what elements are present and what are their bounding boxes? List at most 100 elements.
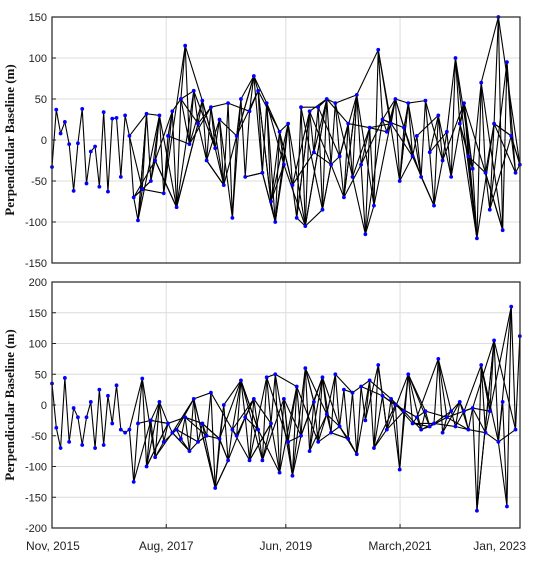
- baseline-pair-edge: [270, 201, 276, 223]
- baseline-pair-edge: [407, 374, 414, 424]
- acquisition-point: [290, 473, 295, 478]
- acquisition-point: [71, 406, 76, 410]
- baseline-pair-edge: [347, 392, 354, 439]
- acquisition-point: [84, 181, 89, 186]
- acquisition-point: [148, 418, 153, 423]
- acquisition-point: [76, 141, 80, 146]
- baseline-pair-edge: [163, 423, 169, 443]
- acquisition-point: [166, 134, 170, 138]
- baseline-pair-edge: [206, 160, 225, 186]
- acquisition-point: [118, 175, 123, 179]
- acquisition-point: [466, 154, 471, 159]
- baseline-pair-edge: [81, 417, 88, 446]
- acquisition-point: [483, 430, 488, 435]
- baseline-pair-edge: [459, 102, 465, 124]
- baseline-pair-edge: [480, 364, 487, 433]
- baseline-pair-edge: [313, 151, 332, 166]
- acquisition-point: [479, 363, 484, 367]
- baseline-pair-edge: [266, 103, 276, 223]
- acquisition-point: [148, 179, 153, 183]
- baseline-pair-edge: [382, 395, 405, 412]
- baseline-pair-edge: [497, 306, 512, 442]
- baseline-pair-edge: [407, 374, 431, 427]
- acquisition-point: [88, 400, 93, 404]
- baseline-pair-edge: [493, 340, 499, 442]
- acquisition-point: [58, 446, 63, 450]
- baseline-pair-edge: [128, 113, 148, 137]
- acquisition-point: [204, 158, 209, 163]
- baseline-pair-edge: [81, 108, 88, 184]
- baseline-pair-edge: [287, 123, 306, 227]
- baseline-pair-edge: [158, 401, 165, 442]
- baseline-pair-edge: [257, 429, 263, 461]
- baseline-pair-edge: [334, 374, 341, 427]
- acquisition-point: [260, 170, 265, 175]
- baseline-pair-edge: [248, 377, 268, 461]
- acquisition-point: [470, 406, 475, 410]
- acquisition-point: [67, 142, 72, 147]
- acquisition-point: [436, 113, 441, 118]
- baseline-pair-edge: [489, 123, 495, 210]
- acquisition-point: [457, 121, 462, 126]
- y-tick-label: 100: [29, 53, 47, 65]
- baseline-pair-edge: [493, 123, 512, 137]
- acquisition-point: [213, 486, 218, 490]
- acquisition-point: [505, 60, 509, 64]
- baseline-pair-edge: [270, 123, 289, 202]
- acquisition-point: [329, 162, 333, 167]
- acquisition-point: [513, 170, 518, 175]
- baseline-pair-edge: [304, 367, 328, 415]
- acquisition-point: [170, 430, 175, 435]
- baseline-pair-edge: [188, 90, 195, 145]
- baseline-pair-edge: [407, 374, 422, 430]
- acquisition-point: [372, 203, 376, 208]
- baseline-pair-edge: [382, 118, 405, 129]
- baseline-pair-edge: [94, 389, 100, 449]
- baseline-pair-edge: [167, 111, 173, 136]
- baseline-pair-edge: [382, 98, 396, 120]
- acquisition-point: [157, 113, 162, 118]
- baseline-pair-edge: [240, 75, 255, 100]
- baseline-pair-edge: [403, 374, 409, 412]
- baseline-pair-edge: [489, 135, 512, 210]
- acquisition-point: [406, 372, 411, 377]
- acquisition-point: [67, 440, 72, 444]
- acquisition-point: [161, 191, 166, 196]
- acquisition-point: [505, 504, 509, 509]
- acquisition-point: [230, 216, 235, 220]
- acquisition-point: [453, 424, 458, 429]
- acquisition-point: [110, 421, 115, 426]
- acquisition-point: [487, 207, 492, 212]
- baseline-pair-edge: [399, 103, 409, 182]
- y-axis-title: Perpendicular Baseline (m): [2, 329, 17, 480]
- baseline-pair-edge: [339, 156, 345, 198]
- baseline-pair-edge: [291, 386, 298, 476]
- acquisition-point: [307, 449, 312, 454]
- baseline-pair-edge: [180, 98, 191, 145]
- acquisition-point: [427, 150, 432, 155]
- baseline-pair-edge: [189, 441, 199, 452]
- acquisition-point: [333, 372, 338, 377]
- baseline-pair-edge: [360, 119, 384, 165]
- baseline-pair-edge: [206, 392, 212, 436]
- acquisition-point: [140, 187, 145, 192]
- baseline-pair-edge: [424, 100, 431, 153]
- baseline-pair-edge: [85, 151, 92, 184]
- acquisition-point: [492, 338, 496, 343]
- baseline-pair-edge: [231, 380, 242, 430]
- acquisition-point: [324, 97, 329, 101]
- baseline-pair-edge: [184, 416, 207, 437]
- baseline-pair-edge: [407, 103, 422, 177]
- acquisition-point: [157, 400, 162, 404]
- baseline-pair-edge: [369, 127, 387, 133]
- baseline-pair-edge: [279, 386, 298, 473]
- baseline-pair-edge: [291, 435, 302, 476]
- baseline-pair-edge: [300, 107, 306, 227]
- acquisition-point: [286, 440, 291, 444]
- baseline-pair-edge: [154, 115, 160, 161]
- acquisition-point: [513, 427, 518, 432]
- baseline-pair-edge: [77, 417, 83, 446]
- acquisition-point: [174, 205, 179, 210]
- baseline-pair-edge: [390, 123, 414, 157]
- baseline-pair-edge: [261, 398, 285, 461]
